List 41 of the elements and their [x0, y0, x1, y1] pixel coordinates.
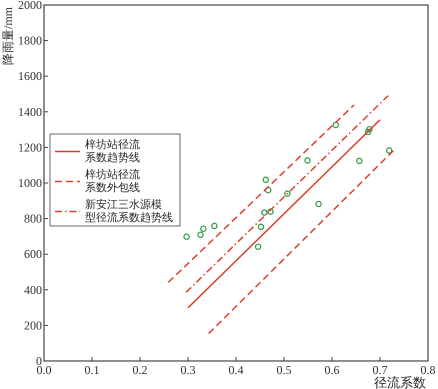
point: [200, 225, 207, 232]
point: [197, 232, 204, 238]
y-tick-label: 1600: [18, 69, 42, 84]
point: [366, 126, 373, 132]
y-tick-label: 400: [24, 282, 42, 297]
point: [254, 243, 262, 250]
point: [258, 224, 264, 230]
y-axis-title: 降雨量/mm: [1, 6, 15, 66]
point: [315, 200, 322, 208]
point: [364, 128, 372, 136]
y-tick-label: 1400: [18, 104, 42, 119]
point: [304, 157, 311, 164]
x-tick-label: 0.2: [132, 363, 148, 377]
x-axis-title: 径流系数: [374, 375, 426, 389]
point: [264, 186, 272, 194]
y-tick-label: 2000: [18, 0, 42, 12]
point: [356, 158, 363, 164]
point: [332, 122, 340, 128]
y-tick-label: 1000: [18, 176, 42, 190]
y-tick-label: 200: [24, 318, 42, 332]
point: [284, 190, 291, 197]
x-tick-label: 0.7: [372, 363, 388, 377]
x-tick-label: 0.6: [324, 363, 340, 377]
y-tick-label: 1800: [18, 34, 42, 48]
legend-label: 梓坊站径流系数外包线: [85, 168, 140, 194]
point: [183, 234, 190, 240]
legend-label: 新安江三水源模型径流系数趋势线: [85, 198, 173, 224]
x-tick-label: 0.8: [420, 363, 436, 377]
point: [261, 209, 268, 216]
x-tick-label: 0.5: [276, 363, 292, 377]
x-tick-label: 0.1: [84, 363, 100, 377]
x-tick-label: 0.4: [228, 363, 244, 377]
y-tick-label: 1200: [18, 140, 42, 154]
legend-label: 梓坊站径流系数趋势线: [85, 138, 140, 164]
point: [262, 176, 270, 184]
point: [386, 147, 392, 154]
x-tick-label: 0.3: [180, 363, 196, 377]
point: [211, 222, 218, 230]
y-tick-label: 800: [24, 212, 42, 226]
point: [267, 208, 274, 215]
y-tick-label: 600: [24, 247, 42, 262]
